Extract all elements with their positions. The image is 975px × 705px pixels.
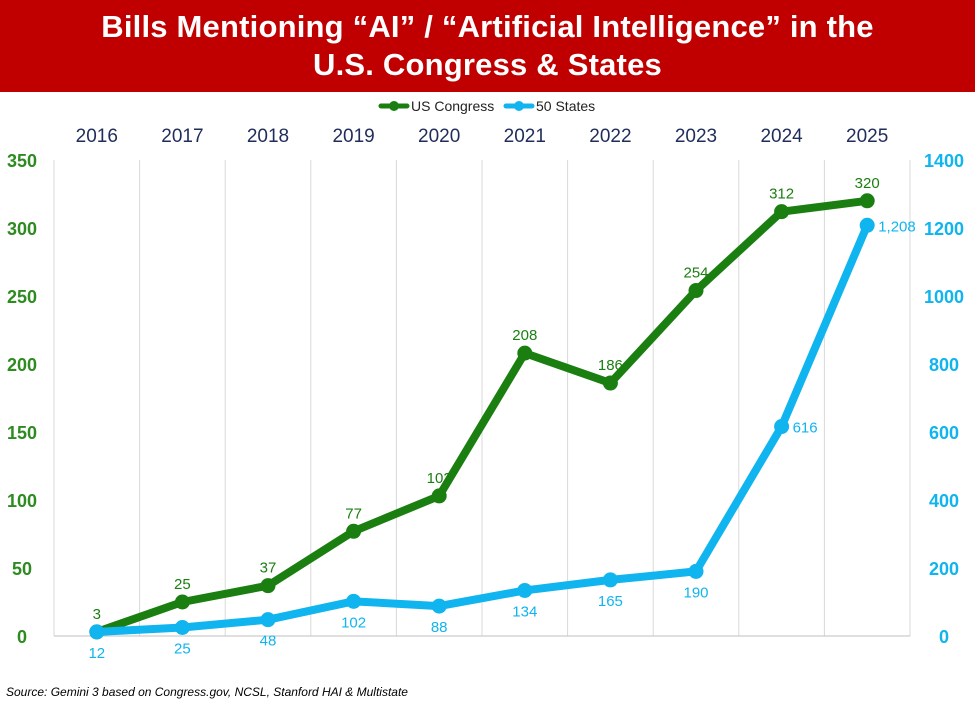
data-point-us-congress: [260, 578, 276, 594]
data-label-50-states: 88: [431, 619, 448, 636]
y-left-tick-label: 300: [7, 219, 37, 239]
x-tick-label: 2025: [846, 126, 888, 147]
data-label-us-congress: 208: [512, 327, 537, 344]
y-right-tick-label: 800: [929, 355, 959, 375]
y-left-tick-label: 350: [7, 151, 37, 171]
data-label-50-states: 134: [512, 603, 537, 620]
data-point-50-states: [859, 217, 875, 233]
data-point-us-congress: [688, 283, 704, 299]
data-label-us-congress: 320: [855, 175, 880, 192]
data-label-50-states: 48: [260, 633, 277, 650]
legend-swatch-marker: [514, 101, 524, 111]
data-point-50-states: [602, 572, 618, 588]
data-point-50-states: [346, 593, 362, 609]
data-point-50-states: [174, 620, 190, 635]
data-label-us-congress: 37: [260, 560, 277, 577]
data-point-50-states: [431, 598, 447, 614]
data-point-us-congress: [431, 488, 447, 504]
y-right-tick-label: 1400: [924, 151, 964, 171]
y-right-tick-label: 0: [939, 627, 949, 647]
data-point-50-states: [517, 582, 533, 598]
x-tick-label: 2016: [76, 126, 118, 147]
data-point-us-congress: [774, 204, 790, 220]
y-left-tick-label: 100: [7, 491, 37, 511]
data-label-50-states: 102: [341, 614, 366, 631]
y-left-tick-label: 0: [17, 627, 27, 647]
x-tick-label: 2017: [161, 126, 203, 147]
data-labels: 3 25 37 77 103 208 186 254 312 320 12 25 48 102 88 134 1…: [88, 175, 915, 662]
y-left-tick-label: 250: [7, 287, 37, 307]
data-label-us-congress: 103: [427, 470, 452, 487]
legend: US Congress 50 States: [378, 98, 595, 114]
data-label-us-congress: 25: [174, 576, 191, 593]
data-label-us-congress: 77: [345, 505, 362, 522]
data-label-50-states: 1,208: [878, 218, 916, 235]
data-label-us-congress: 186: [598, 357, 623, 374]
data-label-us-congress: 254: [683, 265, 708, 282]
y-left-tick-label: 150: [7, 423, 37, 443]
legend-label: US Congress: [411, 98, 494, 114]
x-tick-label: 2019: [332, 126, 374, 147]
y-right-tick-label: 1200: [924, 219, 964, 239]
grid-layer: [53, 160, 911, 637]
data-point-50-states: [89, 624, 105, 640]
series-layer: [89, 193, 875, 640]
data-label-50-states: 616: [793, 420, 818, 437]
y-left-tick-label: 200: [7, 355, 37, 375]
data-point-us-congress: [174, 594, 190, 610]
y-left-tick-label: 50: [12, 559, 32, 579]
y-right-tick-label: 1000: [924, 287, 964, 307]
data-label-us-congress: 3: [93, 606, 101, 623]
data-point-50-states: [260, 612, 276, 628]
x-tick-label: 2020: [418, 126, 460, 147]
data-point-us-congress: [859, 193, 875, 209]
chart-title-line-2: U.S. Congress & States: [313, 47, 662, 82]
data-point-50-states: [774, 419, 790, 435]
data-label-50-states: 25: [174, 641, 191, 658]
legend-item-us-congress: US Congress: [378, 98, 494, 114]
x-tick-label: 2024: [760, 126, 803, 147]
axis-layer: 2016 2017 2018 2019 2020 2021 2022 2023 2024 2025…: [7, 126, 964, 647]
line-chart: 2016 2017 2018 2019 2020 2021 2022 2023 2024 2025…: [7, 98, 964, 662]
data-label-50-states: 190: [683, 584, 708, 601]
y-right-tick-label: 400: [929, 491, 959, 511]
data-point-us-congress: [602, 375, 618, 391]
series-line-50-states: [92, 221, 872, 636]
y-right-tick-label: 600: [929, 423, 959, 443]
x-tick-label: 2022: [589, 126, 631, 147]
chart-title-line-1: Bills Mentioning “AI” / “Artificial Inte…: [101, 9, 874, 44]
data-label-us-congress: 312: [769, 186, 794, 203]
x-tick-label: 2021: [504, 126, 546, 147]
legend-item-50-states: 50 States: [503, 98, 595, 114]
x-tick-label: 2023: [675, 126, 717, 147]
data-point-us-congress: [517, 345, 533, 361]
data-point-50-states: [688, 563, 704, 579]
data-point-us-congress: [346, 523, 362, 539]
data-label-50-states: 12: [88, 645, 105, 662]
series-line-us-congress: [92, 196, 872, 636]
title-banner: Bills Mentioning “AI” / “Artificial Inte…: [0, 0, 975, 92]
source-note: Source: Gemini 3 based on Congress.gov, …: [6, 685, 408, 699]
legend-label: 50 States: [536, 98, 595, 114]
y-right-tick-label: 200: [929, 559, 959, 579]
x-tick-label: 2018: [247, 126, 289, 147]
legend-swatch-marker: [389, 101, 399, 111]
data-label-50-states: 165: [598, 593, 623, 610]
